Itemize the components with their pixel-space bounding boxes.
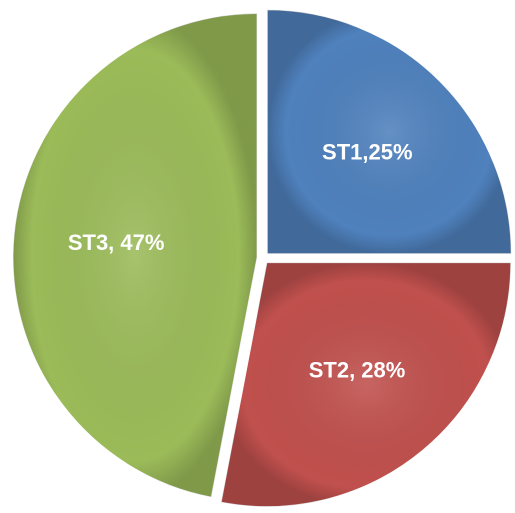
data-label: ST2, 28% — [309, 357, 406, 382]
data-label: ST1,25% — [322, 140, 413, 165]
slice-shade — [13, 13, 258, 498]
data-label: ST3, 47% — [68, 230, 165, 255]
slice-shade — [267, 9, 512, 254]
slice-shade — [221, 262, 511, 507]
